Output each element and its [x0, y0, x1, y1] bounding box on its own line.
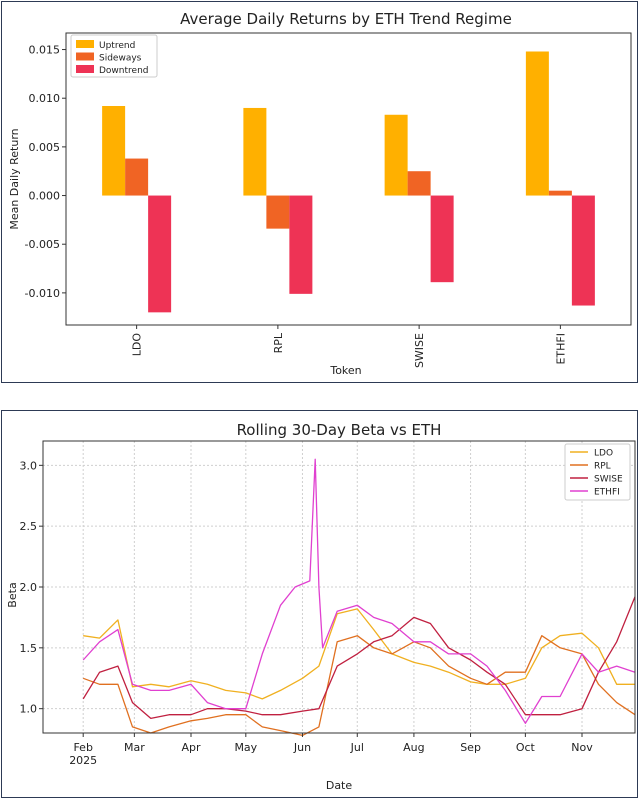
bar-uptrend-ldo	[102, 106, 126, 196]
x-tick-label: SWISE	[413, 333, 426, 368]
x-tick-label: Apr	[181, 741, 201, 754]
legend-swatch-sideways	[76, 52, 94, 61]
x-tick-label: Nov	[571, 741, 593, 754]
bar-downtrend-ldo	[148, 195, 172, 313]
x-tick-label: Aug	[403, 741, 424, 754]
x-tick-label: ETHFI	[554, 333, 567, 365]
series-line-swise	[82, 596, 636, 720]
legend-label-ethfi: ETHFI	[594, 488, 620, 498]
legend-label-rpl: RPL	[594, 462, 611, 472]
beta-line-chart: Rolling 30-Day Beta vs ETH Date Beta 1.0…	[6, 421, 636, 792]
y-tick-label: 1.0	[20, 703, 38, 716]
x-tick-label: Oct	[516, 741, 536, 754]
plot-frame	[65, 32, 632, 326]
y-tick-label: -0.010	[25, 287, 60, 300]
x-tick-label: Feb 2025	[69, 741, 97, 767]
legend: Uptrend Sideways Downtrend	[70, 34, 158, 78]
beta-chart-panel: Rolling 30-Day Beta vs ETH Date Beta 1.0…	[1, 410, 638, 798]
legend-label-uptrend: Uptrend	[99, 41, 135, 51]
legend-label-sideways: Sideways	[99, 54, 142, 64]
bar-uptrend-rpl	[243, 107, 267, 196]
y-tick-label: 2.5	[20, 520, 38, 533]
y-tick-label: 2.0	[20, 581, 38, 594]
returns-chart-panel: Average Daily Returns by ETH Trend Regim…	[1, 1, 638, 383]
chart-title: Average Daily Returns by ETH Trend Regim…	[180, 10, 512, 28]
bar-sideways-rpl	[266, 195, 290, 229]
x-tick-label: RPL	[272, 332, 285, 353]
x-tick-label: Jun	[293, 741, 311, 754]
bar-uptrend-swise	[384, 114, 408, 196]
chart-title: Rolling 30-Day Beta vs ETH	[237, 421, 442, 439]
x-tick-label: LDO	[131, 333, 144, 357]
legend: LDO RPL SWISE ETHFI	[564, 443, 631, 501]
series-line-ethfi	[82, 458, 636, 724]
bar-downtrend-swise	[430, 195, 454, 283]
legend-box	[564, 443, 631, 501]
y-axis-label: Mean Daily Return	[8, 128, 21, 229]
plot-frame	[42, 440, 636, 734]
bar-sideways-swise	[407, 171, 431, 196]
bar-downtrend-rpl	[289, 195, 313, 294]
y-tick-label: 0.000	[29, 190, 61, 203]
y-tick-label: -0.005	[25, 238, 60, 251]
y-tick-label: 0.005	[29, 141, 61, 154]
x-tick-label: Sep	[460, 741, 481, 754]
legend-label-swise: SWISE	[594, 475, 623, 485]
x-tick-label: Mar	[124, 741, 145, 754]
bar-downtrend-ethfi	[571, 195, 595, 306]
legend-label-downtrend: Downtrend	[99, 66, 149, 76]
legend-label-ldo: LDO	[594, 449, 613, 459]
x-axis-label: Token	[329, 364, 361, 377]
y-tick-label: 1.5	[20, 642, 38, 655]
legend-swatch-downtrend	[76, 65, 94, 73]
y-tick-label: 0.015	[29, 44, 61, 57]
bar-sideways-ldo	[125, 158, 149, 196]
returns-bar-chart: Average Daily Returns by ETH Trend Regim…	[8, 10, 632, 377]
y-axis-label: Beta	[6, 582, 19, 607]
x-tick-label: May	[234, 741, 257, 754]
x-axis-label: Date	[326, 779, 353, 792]
x-tick-label: Jul	[350, 741, 364, 754]
y-tick-label: 0.010	[29, 92, 61, 105]
bar-uptrend-ethfi	[525, 51, 549, 196]
series-line-rpl	[82, 635, 636, 737]
y-tick-label: 3.0	[20, 459, 38, 472]
legend-swatch-uptrend	[76, 40, 94, 48]
bar-sideways-ethfi	[548, 190, 572, 196]
series-line-ldo	[83, 608, 635, 700]
